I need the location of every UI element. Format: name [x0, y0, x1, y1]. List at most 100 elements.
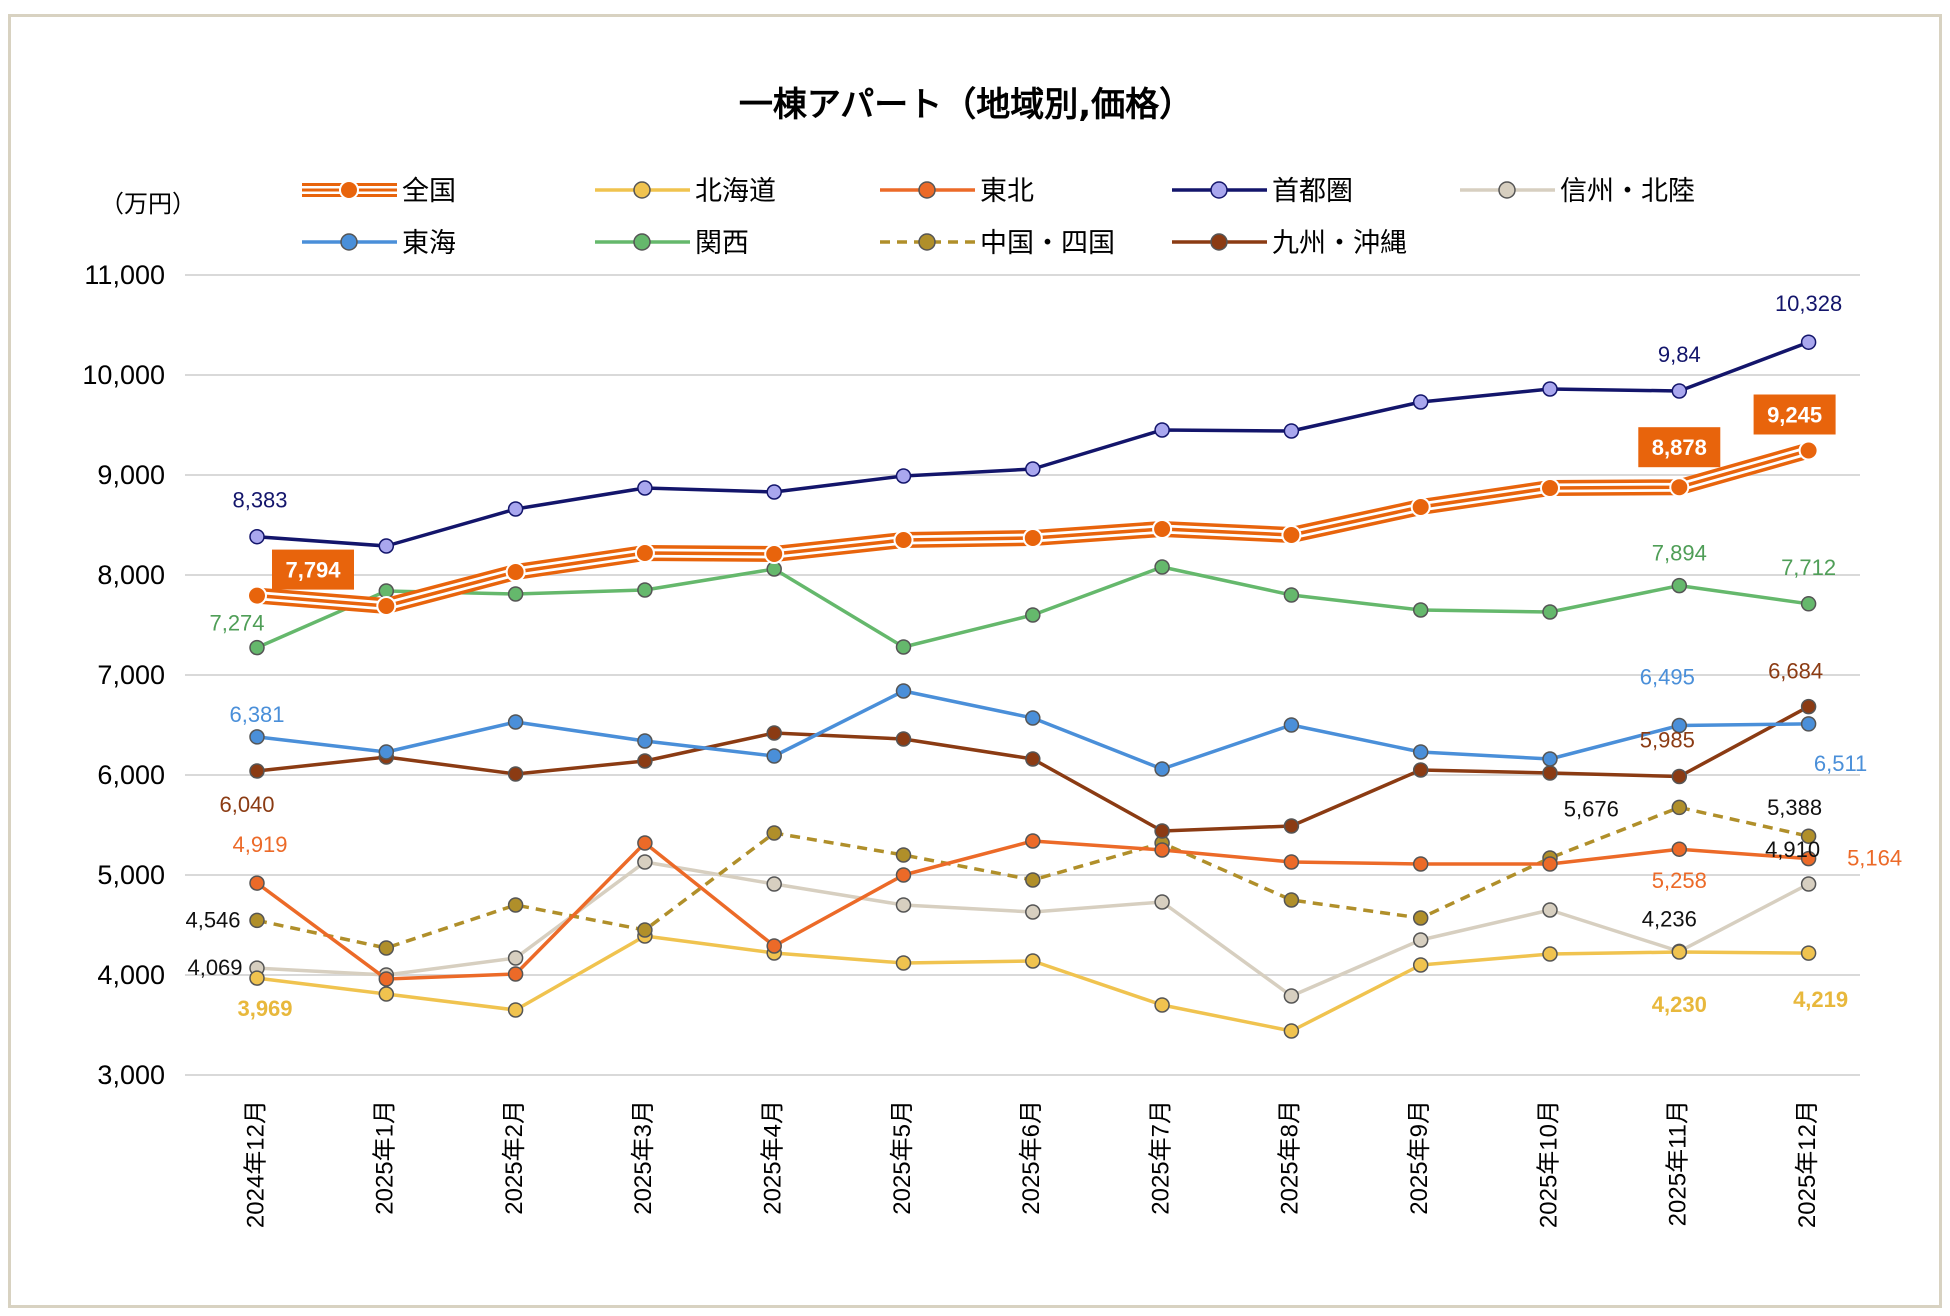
data-point — [1154, 842, 1170, 858]
legend-marker — [1210, 233, 1228, 251]
legend-label: 首都圏 — [1272, 176, 1353, 207]
data-label-box — [1753, 394, 1836, 435]
data-point — [637, 835, 653, 851]
data-point — [1283, 892, 1300, 908]
data-point — [1671, 841, 1688, 857]
data-point — [766, 876, 782, 892]
data-label: 6,684 — [1768, 659, 1823, 684]
data-point — [1412, 602, 1429, 618]
data-point — [1671, 944, 1688, 960]
data-point — [1025, 872, 1041, 888]
series-首都圏 — [249, 334, 1817, 554]
series-line — [256, 340, 1810, 548]
data-point — [1671, 383, 1688, 399]
data-point — [766, 484, 782, 500]
legend-item-関西: 関西 — [595, 228, 749, 259]
data-point — [1283, 818, 1300, 834]
data-point — [1283, 717, 1300, 733]
data-label: 9,84 — [1658, 342, 1701, 367]
series-九州・沖縄 — [249, 698, 1817, 839]
data-point — [1025, 751, 1041, 767]
data-point — [1154, 823, 1170, 839]
y-axis-ticks: 3,000 4,000 5,000 6,000 7,000 8,000 9,000 10,00… — [82, 260, 165, 1090]
data-point — [378, 583, 395, 599]
data-point — [507, 766, 524, 782]
data-point — [505, 562, 526, 582]
legend-label: 東北 — [980, 176, 1034, 207]
data-point — [1154, 422, 1170, 438]
series-北海道 — [249, 928, 1817, 1039]
data-label: 4,236 — [1642, 906, 1697, 931]
data-point — [1283, 587, 1300, 603]
data-point — [1025, 833, 1041, 849]
data-point — [1800, 945, 1817, 961]
legend-marker — [633, 233, 651, 251]
data-point — [1542, 902, 1558, 918]
data-point — [895, 683, 912, 699]
x-tick-label: 2025年11月 — [1665, 1100, 1692, 1226]
legend-marker — [918, 181, 936, 199]
data-point — [507, 966, 524, 982]
x-tick-label: 2025年12月 — [1794, 1100, 1821, 1228]
series-東北 — [249, 833, 1817, 987]
data-point — [895, 847, 912, 863]
data-point — [1671, 768, 1688, 785]
data-point — [507, 897, 524, 913]
legend-marker — [1210, 181, 1228, 199]
data-point — [766, 748, 782, 764]
y-tick-label: 10,000 — [82, 360, 165, 390]
data-label: 5,676 — [1564, 796, 1619, 821]
legend-item-首都圏: 首都圏 — [1172, 176, 1353, 207]
x-tick-label: 2025年10月 — [1535, 1100, 1562, 1228]
data-point — [378, 986, 395, 1002]
data-point — [1540, 478, 1560, 498]
data-label: 4,219 — [1793, 987, 1848, 1012]
data-point — [895, 867, 912, 883]
legend-label: 中国・四国 — [980, 228, 1115, 259]
gridlines — [185, 274, 1860, 1076]
data-point — [378, 971, 395, 987]
data-point — [1025, 953, 1041, 969]
data-point — [1154, 894, 1170, 910]
x-tick-label: 2025年5月 — [889, 1100, 916, 1215]
data-point — [249, 875, 265, 891]
y-tick-label: 4,000 — [97, 960, 165, 990]
data-point — [376, 596, 397, 616]
data-point — [637, 753, 653, 769]
data-point — [1542, 856, 1558, 872]
data-point — [378, 538, 395, 554]
data-label: 7,712 — [1781, 555, 1836, 580]
data-point — [249, 763, 265, 779]
data-point — [378, 940, 395, 956]
chart-frame — [8, 14, 1942, 1308]
data-point — [895, 955, 912, 971]
data-point — [637, 922, 653, 938]
y-tick-label: 3,000 — [97, 1060, 165, 1090]
data-label: 5,388 — [1767, 795, 1822, 820]
y-tick-label: 7,000 — [97, 660, 165, 690]
x-tick-label: 2025年1月 — [372, 1100, 399, 1215]
legend-item-東海: 東海 — [302, 228, 456, 259]
series-東海 — [249, 683, 1817, 777]
data-label: 5,164 — [1847, 846, 1902, 871]
legend-item-九州・沖縄: 九州・沖縄 — [1172, 228, 1407, 259]
data-point — [1025, 461, 1041, 477]
data-point — [1410, 497, 1431, 517]
data-label-box — [1638, 427, 1721, 468]
legend-label: 九州・沖縄 — [1272, 228, 1407, 259]
data-point — [895, 731, 912, 747]
y-tick-label: 9,000 — [97, 460, 165, 490]
data-point — [1671, 577, 1688, 594]
data-point — [637, 854, 653, 870]
data-point — [507, 714, 524, 730]
x-tick-label: 2025年8月 — [1277, 1100, 1304, 1215]
data-point — [1800, 828, 1817, 844]
data-point — [1800, 698, 1817, 715]
y-tick-label: 6,000 — [97, 760, 165, 790]
data-label: 10,328 — [1775, 291, 1842, 316]
data-point — [507, 1002, 524, 1018]
x-tick-label: 2025年9月 — [1406, 1100, 1433, 1215]
data-point — [1542, 765, 1558, 781]
data-point — [1412, 932, 1429, 948]
